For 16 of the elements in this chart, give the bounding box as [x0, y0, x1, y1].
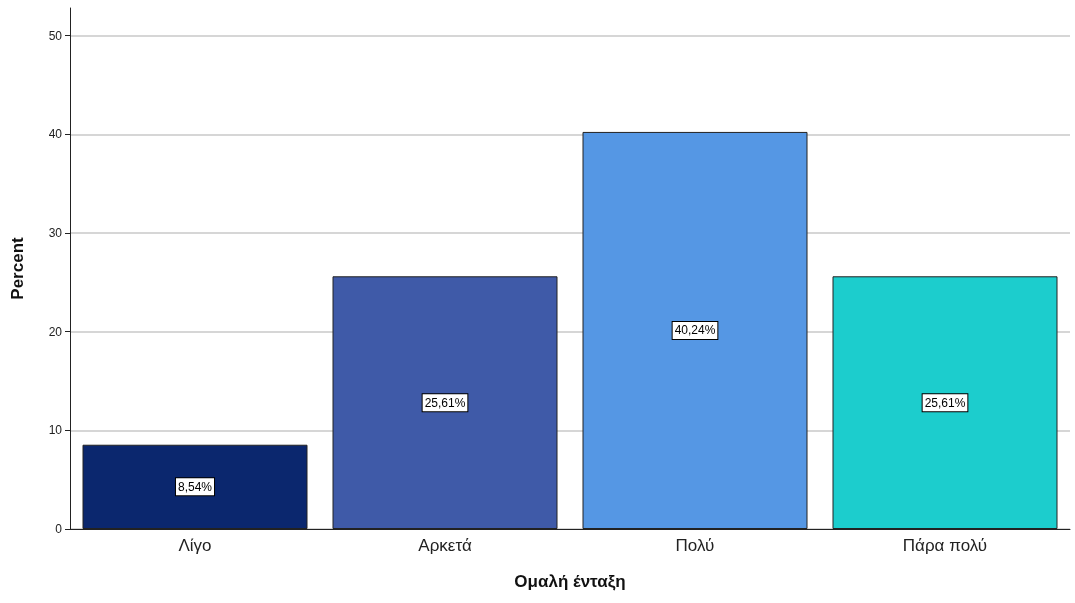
x-tick-label: Πολύ: [675, 536, 715, 555]
y-tick-label: 20: [48, 324, 63, 339]
y-axis-title: Percent: [8, 236, 27, 300]
data-label: 25,61%: [424, 395, 466, 410]
y-tick-label: 50: [48, 28, 63, 43]
y-tick-label: 0: [55, 522, 63, 536]
data-label: 25,61%: [924, 395, 966, 410]
y-tick-label: 40: [48, 127, 63, 142]
x-tick-label: Πάρα πολύ: [902, 536, 988, 555]
x-tick-label: Λίγο: [178, 536, 212, 555]
x-axis-title: Ομαλή ένταξη: [514, 572, 626, 591]
y-tick-label: 10: [48, 423, 63, 438]
data-label: 40,24%: [674, 323, 716, 338]
x-tick-label: Αρκετά: [418, 536, 472, 555]
data-label: 8,54%: [177, 479, 213, 494]
y-tick-label: 30: [48, 225, 63, 240]
